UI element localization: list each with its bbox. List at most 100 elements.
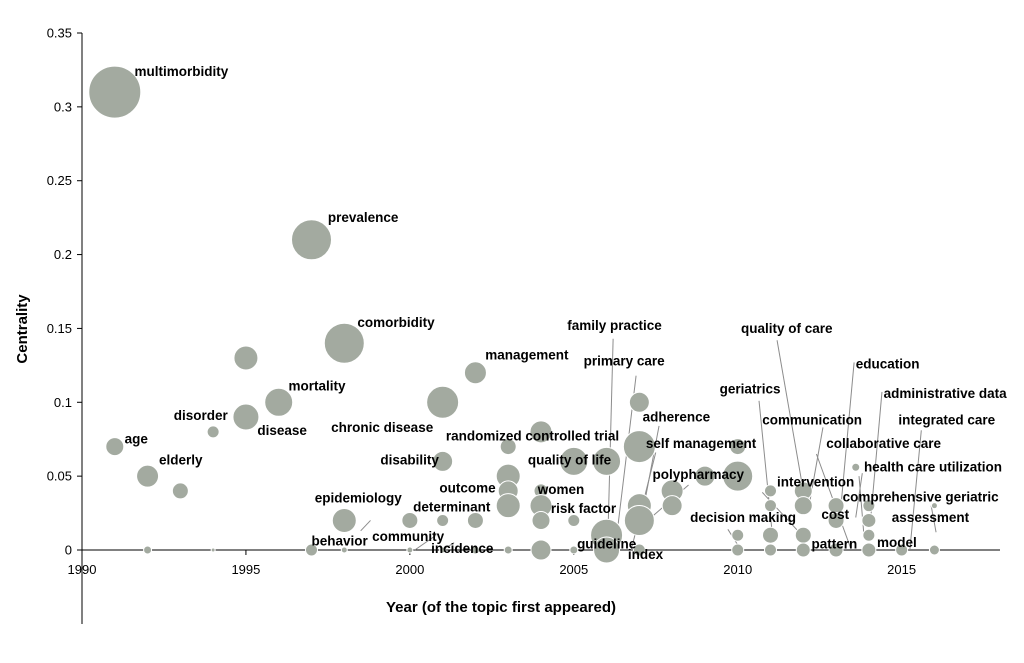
bubble-label: incidence (431, 541, 494, 556)
bubble-label: disability (380, 452, 439, 467)
bubble-label: epidemiology (315, 491, 403, 506)
bubble-point (862, 528, 876, 542)
bubble-point (559, 446, 589, 476)
bubble-point (764, 499, 777, 513)
y-tick-labels: 0 0.05 0.1 0.15 0.2 0.25 0.3 0.35 (47, 26, 82, 558)
leader-line (869, 391, 883, 521)
bubble-label: self management (646, 436, 757, 451)
bubble-labels: multimorbidity prevalence comorbidity manag… (125, 64, 1008, 562)
bubble-label: comprehensive geriatric (843, 489, 1000, 504)
bubble-label: cost (821, 507, 849, 522)
leader-line (607, 338, 614, 525)
leader-line (360, 520, 371, 532)
leader-line (840, 362, 855, 506)
bubble-point (136, 464, 160, 488)
bubble-label: risk factor (551, 501, 617, 516)
bubble-point (794, 526, 812, 544)
bubble-point (495, 493, 521, 519)
axes (81, 33, 1000, 624)
bubble-point (795, 542, 811, 558)
bubble-label: quality of care (741, 321, 833, 336)
y-tick-label: 0 (65, 543, 72, 558)
bubble-label: multimorbidity (134, 64, 228, 79)
bubble-label: women (537, 482, 585, 497)
bubble-point (206, 425, 220, 439)
bubble-point (567, 513, 581, 527)
bubble-label: chronic disease (331, 420, 434, 435)
bubble-label: management (485, 347, 569, 362)
y-tick-label: 0.35 (47, 26, 72, 41)
leader-line (858, 476, 865, 536)
bubble-label: randomized controlled trial (446, 429, 619, 444)
bubble-label: polypharmacy (652, 467, 744, 482)
bubble-point (466, 511, 484, 529)
bubble-point (895, 543, 909, 557)
x-tick-label: 2015 (887, 562, 916, 577)
bubble-point (592, 446, 622, 476)
bubble-label: disorder (174, 408, 229, 423)
bubble-label: prevalence (328, 210, 399, 225)
bubble-point (569, 545, 579, 555)
bubble-point (530, 539, 552, 561)
bubble-label: intervention (777, 474, 854, 489)
bubble-point (340, 546, 348, 554)
bubble-point (264, 387, 294, 417)
bubble-label: index (628, 547, 664, 562)
y-tick-label: 0.3 (54, 99, 72, 114)
leader-line (909, 430, 922, 551)
x-tick-labels: 1990 1995 2000 2005 2010 2015 (68, 550, 916, 577)
bubble-label: guideline (577, 537, 637, 552)
bubble-point (470, 545, 480, 555)
bubble-point (331, 507, 357, 533)
bubble-point (731, 528, 745, 542)
bubble-point (764, 484, 777, 498)
leader-line (414, 534, 437, 551)
leader-line (930, 505, 937, 533)
bubble-point (105, 437, 125, 457)
bubble-point (432, 450, 454, 472)
bubble-point (503, 545, 513, 555)
y-tick-label: 0.2 (54, 247, 72, 262)
bubble-point (851, 462, 861, 472)
bubble-point (401, 511, 419, 529)
bubble-label: assessment (892, 510, 970, 525)
bubble-point (722, 460, 754, 492)
bubble-point (694, 465, 716, 487)
bubble-point (291, 219, 332, 261)
bubble-label: communication (762, 412, 862, 427)
bubble-point (439, 546, 447, 554)
bubble-point (729, 438, 747, 456)
bubble-point (529, 420, 553, 444)
bubble-point (210, 547, 216, 553)
bubble-point (762, 526, 779, 544)
bubble-point (827, 511, 845, 529)
bubble-label: primary care (584, 353, 666, 368)
leader-line (776, 340, 804, 492)
bubble-point (406, 546, 414, 554)
bubble-point (233, 345, 259, 371)
x-tick-label: 2000 (395, 562, 424, 577)
y-axis-title: Centrality (14, 294, 31, 364)
bubble-point (531, 510, 551, 530)
bubble-label: collaborative care (826, 436, 941, 451)
bubble-point (171, 482, 189, 500)
bubble-label: education (856, 356, 920, 371)
bubble-point (764, 543, 777, 557)
bubble-point (323, 322, 365, 364)
bubble-label: disease (257, 423, 307, 438)
bubble-point (305, 543, 318, 557)
bubble-point (861, 512, 877, 528)
bubble-point (593, 536, 621, 564)
bubble-point (463, 361, 487, 385)
bubbles (88, 65, 940, 564)
bubble-point (499, 438, 517, 456)
bubble-label: quality of life (528, 452, 612, 467)
x-tick-label: 1990 (68, 562, 97, 577)
y-tick-label: 0.1 (54, 395, 72, 410)
bubble-label: geriatrics (720, 381, 781, 396)
bubble-point (143, 545, 153, 555)
bubble-label: model (877, 535, 917, 550)
bubble-label: decision making (690, 510, 796, 525)
y-tick-label: 0.25 (47, 173, 72, 188)
bubble-label: health care utilization (864, 460, 1002, 475)
